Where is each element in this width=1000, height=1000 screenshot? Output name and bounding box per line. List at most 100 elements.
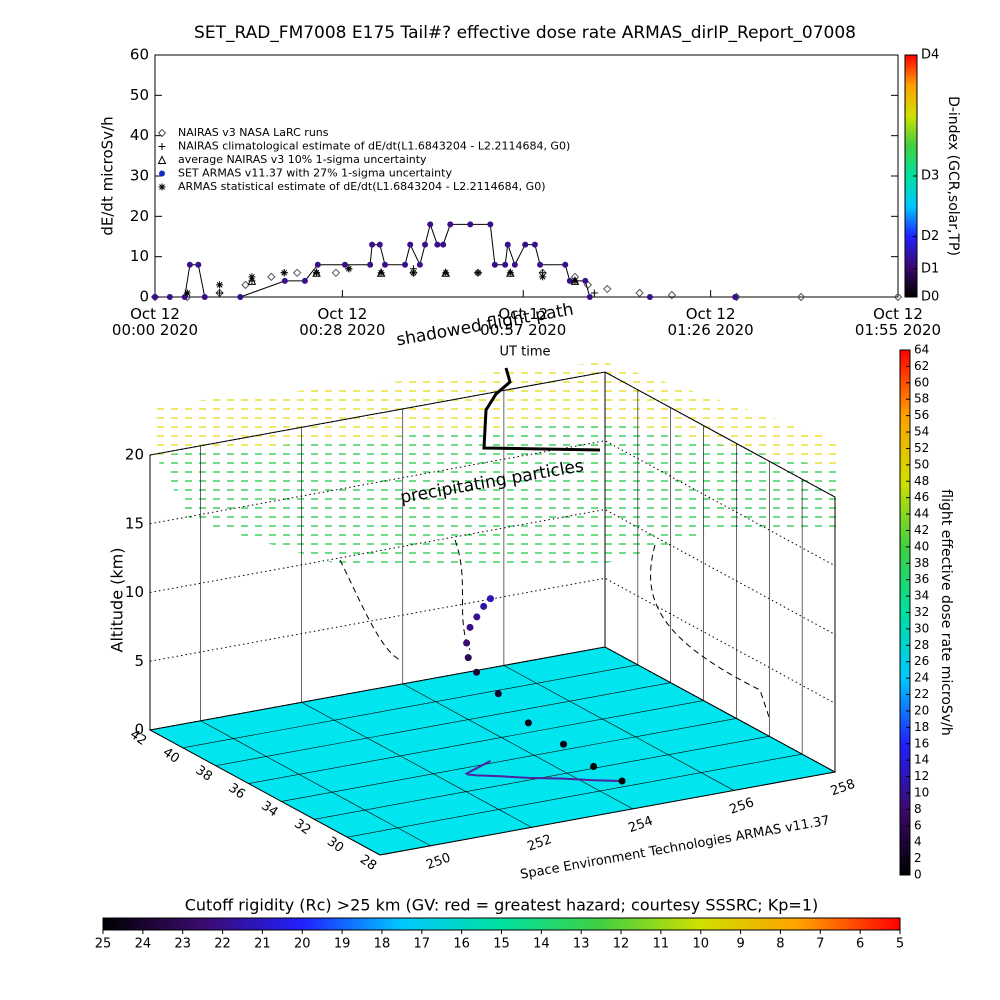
data-point	[571, 277, 579, 285]
data-point	[732, 294, 739, 300]
lat-tick-label: 38	[193, 763, 215, 785]
lat-grid-line	[347, 753, 803, 838]
series-line	[155, 222, 736, 298]
particle-field	[150, 362, 840, 470]
flight-point	[524, 719, 532, 727]
data-point	[292, 268, 302, 278]
lon-tick-label: 256	[728, 795, 756, 818]
data-point	[504, 241, 511, 248]
ground-plane	[148, 646, 837, 856]
lat-tick-label: 40	[160, 745, 182, 767]
colorbar-tick-label: 38	[914, 556, 929, 570]
colorbar-label: D-index (GCR,solar,TP)	[945, 96, 961, 256]
lat-grid-line	[379, 771, 836, 856]
lon-tick-label: 252	[525, 832, 553, 855]
colorbar-tick-label: 10	[692, 937, 709, 952]
colorbar-tick-label: 52	[914, 441, 929, 455]
data-point	[183, 289, 191, 297]
y-tick-label: 30	[130, 167, 149, 185]
colorbar-tick-label: 48	[914, 474, 929, 488]
lat-grid-line	[281, 718, 737, 802]
lat-grid-line	[182, 664, 638, 749]
colorbar-tick-label: 32	[914, 605, 929, 619]
data-point	[280, 269, 288, 277]
lon-grid-line	[503, 665, 735, 791]
data-point	[181, 294, 188, 300]
colorbar-tick-label: 18	[914, 720, 929, 734]
z-axis-label: Altitude (km)	[108, 548, 127, 653]
data-point	[893, 292, 903, 302]
lon-grid-line	[200, 720, 431, 847]
colorbar-tick-label: D4	[921, 48, 939, 63]
flight-point	[618, 777, 626, 785]
data-point	[796, 292, 806, 302]
lat-grid-line	[215, 682, 671, 767]
data-point	[331, 268, 341, 278]
colorbar-tick-label: 17	[414, 937, 431, 952]
data-point	[195, 261, 202, 268]
legend-symbol	[159, 170, 165, 177]
colorbar-tick-label: 26	[914, 654, 929, 668]
data-point	[506, 269, 514, 277]
colorbar-tick-label: 54	[914, 425, 929, 439]
colorbar-tick-label: 46	[914, 490, 929, 504]
data-point	[377, 269, 385, 277]
colorbar-tick-label: 8	[776, 937, 784, 952]
y-axis-label: dE/dt microSv/h	[99, 116, 117, 235]
data-point	[367, 261, 374, 268]
colorbar-tick-label: 62	[914, 359, 929, 373]
colorbar-tick-label: 13	[573, 937, 590, 952]
colorbar-tick-label: 14	[914, 753, 929, 767]
colorbar-tick-label: 23	[174, 937, 191, 952]
legend-symbol	[158, 143, 166, 150]
y-tick-label: 0	[139, 288, 149, 306]
flight-point	[466, 623, 474, 631]
colorbar-tick-label: 64	[914, 343, 929, 357]
data-point	[562, 261, 569, 268]
colorbar-tick-label: 24	[135, 937, 152, 952]
data-point	[491, 261, 498, 268]
x-tick-label: Oct 12 00:28 2020	[299, 305, 386, 339]
colorbar-tick-label: 10	[914, 785, 929, 799]
colorbar-tick-label: 28	[914, 638, 929, 652]
z-tick-label: 5	[134, 652, 144, 670]
z-tick-label: 0	[134, 721, 144, 739]
ground-track	[464, 760, 623, 783]
flight-point	[486, 595, 494, 603]
colorbar-tick-label: 7	[816, 937, 824, 952]
colorbar-tick-label: 58	[914, 392, 929, 406]
colorbar-tick-label: 11	[653, 937, 670, 952]
z-tick-label: 10	[125, 583, 144, 601]
colorbar-tick-label: 8	[914, 802, 922, 816]
data-point	[369, 241, 376, 248]
flight-point	[473, 668, 481, 676]
lat-tick-label: 34	[258, 799, 280, 821]
z-grid-line	[149, 508, 836, 635]
legend-entry: SET ARMAS v11.37 with 27% 1-sigma uncert…	[178, 167, 452, 180]
flight-point	[480, 602, 488, 610]
colorbar-tick-label: D0	[921, 290, 939, 305]
colorbar-tick-label: 18	[374, 937, 391, 952]
flight-point	[473, 613, 481, 621]
legend-symbol	[157, 128, 167, 138]
colorbar-tick-label: 2	[914, 851, 922, 865]
x-tick-label: Oct 12 01:55 2020	[854, 305, 942, 339]
lat-tick-label: 30	[324, 834, 346, 856]
colorbar-tick-label: 0	[914, 868, 922, 882]
colorbar-tick-label: D2	[921, 229, 939, 244]
colorbar-tick-label: 19	[334, 937, 351, 952]
colorbar-tick-label: 22	[914, 687, 929, 701]
colorbar-tick-label: 60	[914, 375, 929, 389]
flight-point	[590, 763, 598, 771]
colorbar-tick-label: 16	[914, 736, 929, 750]
y-tick-label: 40	[130, 126, 149, 144]
flight-point	[463, 639, 471, 647]
chart-title: SET_RAD_FM7008 E175 Tail#? effective dos…	[194, 23, 856, 43]
data-point	[248, 273, 256, 281]
colorbar-tick-label: 30	[914, 621, 929, 635]
y-tick-label: 60	[130, 46, 149, 64]
data-point	[382, 261, 389, 268]
colorbar-label: flight effective dose rate microSv/h	[938, 489, 954, 735]
